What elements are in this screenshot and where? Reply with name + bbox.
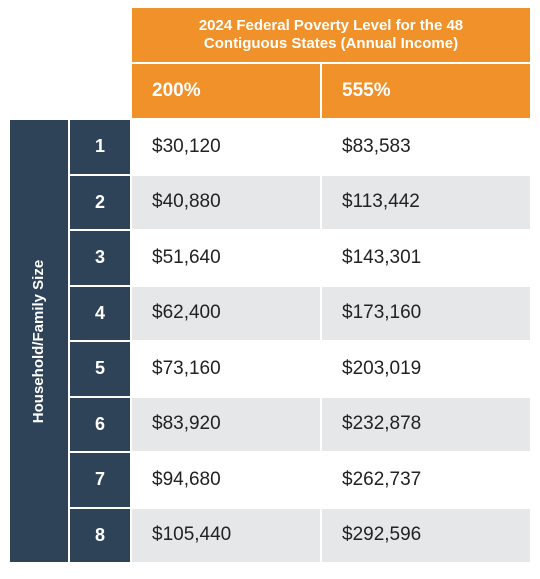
income-value: $40,880: [132, 175, 320, 229]
household-size: 7: [70, 453, 130, 507]
household-size: 8: [70, 508, 130, 562]
income-value: $73,160: [132, 342, 320, 396]
income-value: $83,583: [322, 120, 530, 174]
income-value: $232,878: [322, 397, 530, 451]
row-group-label: Household/Family Size: [10, 120, 68, 562]
table-title: 2024 Federal Poverty Level for the 48 Co…: [132, 8, 530, 62]
income-value: $143,301: [322, 231, 530, 285]
income-value: $173,160: [322, 286, 530, 340]
column-header: 555%: [322, 64, 530, 118]
income-value: $94,680: [132, 453, 320, 507]
income-value: $51,640: [132, 231, 320, 285]
income-value: $62,400: [132, 286, 320, 340]
income-value: $292,596: [322, 508, 530, 562]
income-value: $83,920: [132, 397, 320, 451]
household-size: 3: [70, 231, 130, 285]
income-value: $113,442: [322, 175, 530, 229]
row-group-label-text: Household/Family Size: [30, 259, 48, 423]
income-value: $105,440: [132, 508, 320, 562]
household-size: 4: [70, 286, 130, 340]
income-value: $203,019: [322, 342, 530, 396]
column-header: 200%: [132, 64, 320, 118]
household-size: 5: [70, 342, 130, 396]
income-value: $30,120: [132, 120, 320, 174]
household-size: 1: [70, 120, 130, 174]
income-value: $262,737: [322, 453, 530, 507]
household-size: 2: [70, 175, 130, 229]
household-size: 6: [70, 397, 130, 451]
